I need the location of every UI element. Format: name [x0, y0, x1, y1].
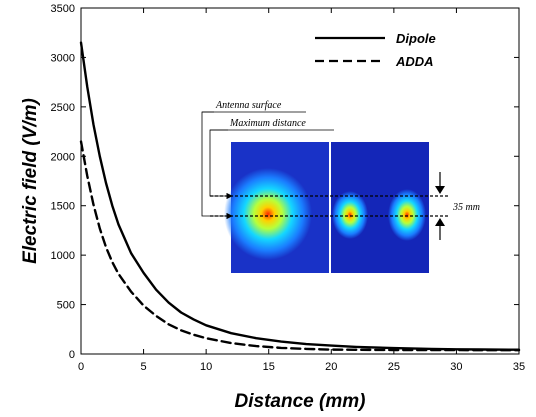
spacing-arrowhead-top — [435, 186, 445, 194]
y-tick-label: 1500 — [51, 201, 75, 213]
series-line-adda — [79, 140, 521, 352]
y-tick-label: 3500 — [51, 3, 75, 15]
plot-area-frame — [80, 7, 520, 355]
y-tick-label: 2500 — [51, 102, 75, 114]
x-tick-label: 0 — [78, 361, 84, 373]
y-tick-label: 1000 — [51, 250, 75, 262]
y-tick-label: 500 — [57, 300, 75, 312]
legend: Dipole ADDA — [315, 31, 436, 69]
spacing-label: 35 mm — [452, 202, 480, 213]
antenna-surface-label: Antenna surface — [215, 100, 282, 111]
x-tick-label: 5 — [141, 361, 147, 373]
series-layer — [79, 41, 521, 352]
x-tick-label: 25 — [388, 361, 400, 373]
x-tick-label: 35 — [513, 361, 525, 373]
y-tick-label: 3000 — [51, 52, 75, 64]
x-tick-label: 15 — [263, 361, 275, 373]
spacing-arrowhead-bottom — [435, 218, 445, 226]
legend-adda-label: ADDA — [395, 54, 434, 69]
series-line-dipole — [79, 41, 521, 351]
hotspot-right-panel-right — [388, 189, 426, 241]
x-tick-label: 10 — [200, 361, 212, 373]
x-tick-label: 30 — [450, 361, 462, 373]
y-tick-label: 0 — [69, 349, 75, 361]
legend-dipole-label: Dipole — [396, 31, 436, 46]
hotspot-left-panel — [224, 168, 312, 260]
maximum-distance-leader — [209, 129, 233, 200]
field-distribution-inset: Antenna surface Maximum distance 35 mm — [201, 100, 480, 273]
x-tick-label: 20 — [325, 361, 337, 373]
axis-ticks — [80, 7, 520, 355]
hotspot-right-panel-left — [332, 191, 368, 239]
x-axis-label: Distance (mm) — [235, 391, 366, 412]
maximum-distance-label: Maximum distance — [229, 118, 306, 129]
y-axis-label: Electric field (V/m) — [20, 98, 41, 264]
y-tick-label: 2000 — [51, 151, 75, 163]
tick-labels: 0 5 10 15 20 25 30 35 0 500 1000 1500 2000 2500 3000 35… — [51, 3, 526, 373]
